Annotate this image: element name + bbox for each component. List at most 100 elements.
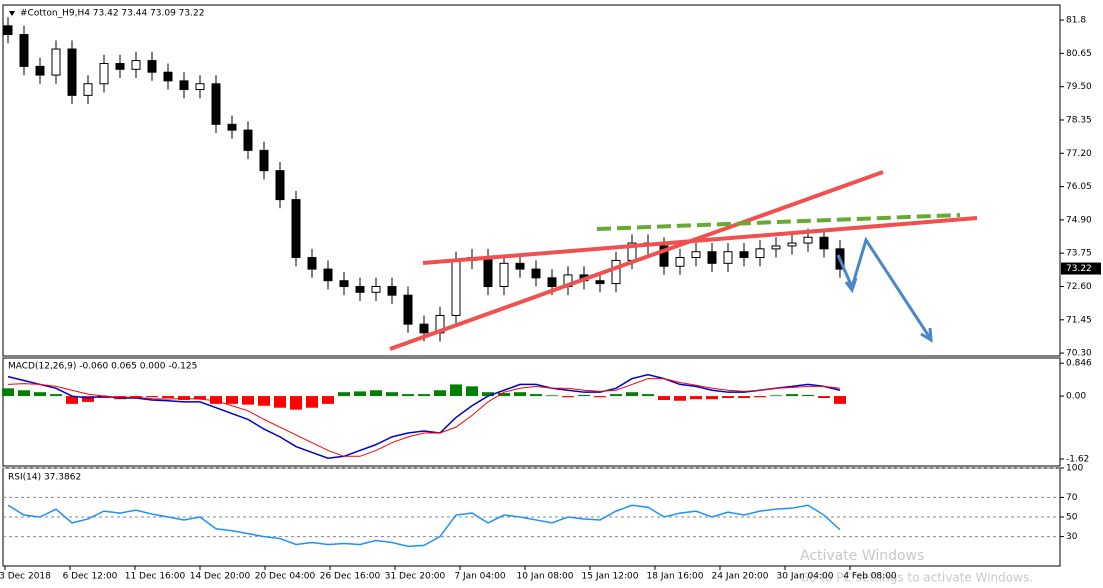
candle-body xyxy=(339,280,349,287)
candle-body xyxy=(611,259,621,285)
y-tick-label: 71.45 xyxy=(1066,315,1092,325)
watermark: Go to PC settings to activate Windows. xyxy=(800,571,1033,585)
y-tick-label: 77.20 xyxy=(1066,149,1092,159)
histogram-bar xyxy=(82,396,94,402)
candle-body xyxy=(131,60,141,70)
candle-body xyxy=(307,257,317,270)
candle-body xyxy=(51,48,61,76)
histogram-bar xyxy=(370,390,382,397)
candle-body xyxy=(355,285,365,293)
price-label: 73.22 xyxy=(1066,264,1092,274)
x-tick-label: 30 Jan 04:00 xyxy=(777,572,834,582)
histogram-bar xyxy=(274,396,286,408)
histogram-bar xyxy=(642,394,654,397)
histogram-bar xyxy=(786,394,798,397)
histogram-bar xyxy=(546,395,558,397)
resistance-line xyxy=(596,213,961,231)
y-tick-label: 50 xyxy=(1066,513,1078,523)
histogram-bar xyxy=(674,396,686,401)
histogram-bar xyxy=(450,384,462,397)
candle-body xyxy=(387,285,397,296)
histogram-bar xyxy=(722,396,734,399)
histogram-bar xyxy=(194,396,206,400)
y-tick-label: 78.35 xyxy=(1066,115,1092,125)
candle-body xyxy=(787,242,797,247)
histogram-bar xyxy=(2,388,14,397)
candle-body xyxy=(419,323,429,334)
histogram-bar xyxy=(530,394,542,397)
histogram-bar xyxy=(738,396,750,399)
y-tick-label: 70 xyxy=(1066,493,1078,503)
histogram-bar xyxy=(338,392,350,397)
histogram-bar xyxy=(306,396,318,408)
x-tick-label: 18 Jan 16:00 xyxy=(647,572,704,582)
histogram-bar xyxy=(146,396,158,398)
x-tick-label: 15 Jan 12:00 xyxy=(582,572,639,582)
candle-body xyxy=(515,262,525,270)
candle-body xyxy=(451,259,461,316)
histogram-bar xyxy=(18,390,30,397)
macd-panel xyxy=(2,357,1061,467)
candle-body xyxy=(371,285,381,293)
histogram-bar xyxy=(658,396,670,400)
x-tick-label: 10 Jan 08:00 xyxy=(517,572,574,582)
candle-body xyxy=(211,83,221,125)
histogram-bar xyxy=(594,396,606,398)
candle-body xyxy=(691,251,701,259)
drawings xyxy=(389,170,978,351)
y-tick-label: 79.50 xyxy=(1066,82,1092,92)
candle-body xyxy=(483,257,493,287)
histogram-bar xyxy=(466,386,478,397)
candle-body xyxy=(147,60,157,73)
price-marker xyxy=(1061,262,1101,275)
candle-body xyxy=(531,268,541,279)
y-tick-label: 74.90 xyxy=(1066,215,1092,225)
histogram-bar xyxy=(482,392,494,397)
histogram-bar xyxy=(514,392,526,397)
histogram-bar xyxy=(434,390,446,397)
series-line xyxy=(7,378,841,457)
candle-body xyxy=(291,199,301,259)
candle-body xyxy=(275,170,285,201)
candle-body xyxy=(115,63,125,70)
histogram-bar xyxy=(578,394,590,397)
y-tick-label: 72.60 xyxy=(1066,282,1092,292)
candle-body xyxy=(179,80,189,91)
y-tick-label: 100 xyxy=(1066,464,1083,474)
y-tick-label: -1.62 xyxy=(1066,455,1089,465)
histogram-bar xyxy=(770,395,782,397)
y-tick-label: 70.30 xyxy=(1066,349,1092,359)
histogram-bar xyxy=(290,396,302,410)
histogram-bar xyxy=(242,396,254,405)
histogram-bar xyxy=(754,396,766,398)
candle-body xyxy=(35,65,45,76)
trend-line xyxy=(422,216,978,265)
candle-body xyxy=(739,251,749,259)
candle-body xyxy=(771,245,781,250)
candle-body xyxy=(595,280,605,285)
histogram-bar xyxy=(50,394,62,397)
rsi-title: RSI(14) 37.3862 xyxy=(8,473,81,483)
candle-body xyxy=(707,251,717,264)
histogram-bar xyxy=(162,396,174,399)
histogram-bar xyxy=(834,396,846,404)
arrow-head xyxy=(844,277,858,294)
histogram-bar xyxy=(802,394,814,397)
histogram-bar xyxy=(226,396,238,404)
series-line xyxy=(7,504,841,548)
candle-body xyxy=(3,25,13,36)
y-tick-label: 73.75 xyxy=(1066,249,1092,259)
candle-body xyxy=(83,83,93,96)
menu-arrow xyxy=(9,11,15,16)
x-tick-label: 7 Jan 04:00 xyxy=(454,572,506,582)
macd-title: MACD(12,26,9) -0.060 0.065 0.000 -0.125 xyxy=(8,362,197,372)
candle-body xyxy=(323,268,333,282)
projection-arrow xyxy=(836,236,932,339)
histogram-bar xyxy=(98,396,110,399)
y-tick-label: 0.00 xyxy=(1066,392,1086,402)
price-panel xyxy=(2,4,1061,357)
candle-body xyxy=(403,294,413,325)
watermark: Activate Windows xyxy=(800,548,924,564)
x-tick-label: 24 Jan 20:00 xyxy=(712,572,769,582)
